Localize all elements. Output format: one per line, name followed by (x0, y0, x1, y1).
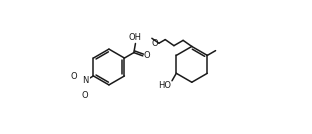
Text: O: O (70, 72, 77, 81)
Text: O: O (144, 51, 150, 60)
Text: O: O (82, 91, 89, 100)
Text: N: N (82, 76, 88, 85)
Text: HO: HO (158, 81, 171, 90)
Text: OH: OH (129, 33, 142, 42)
Text: O: O (152, 39, 158, 48)
